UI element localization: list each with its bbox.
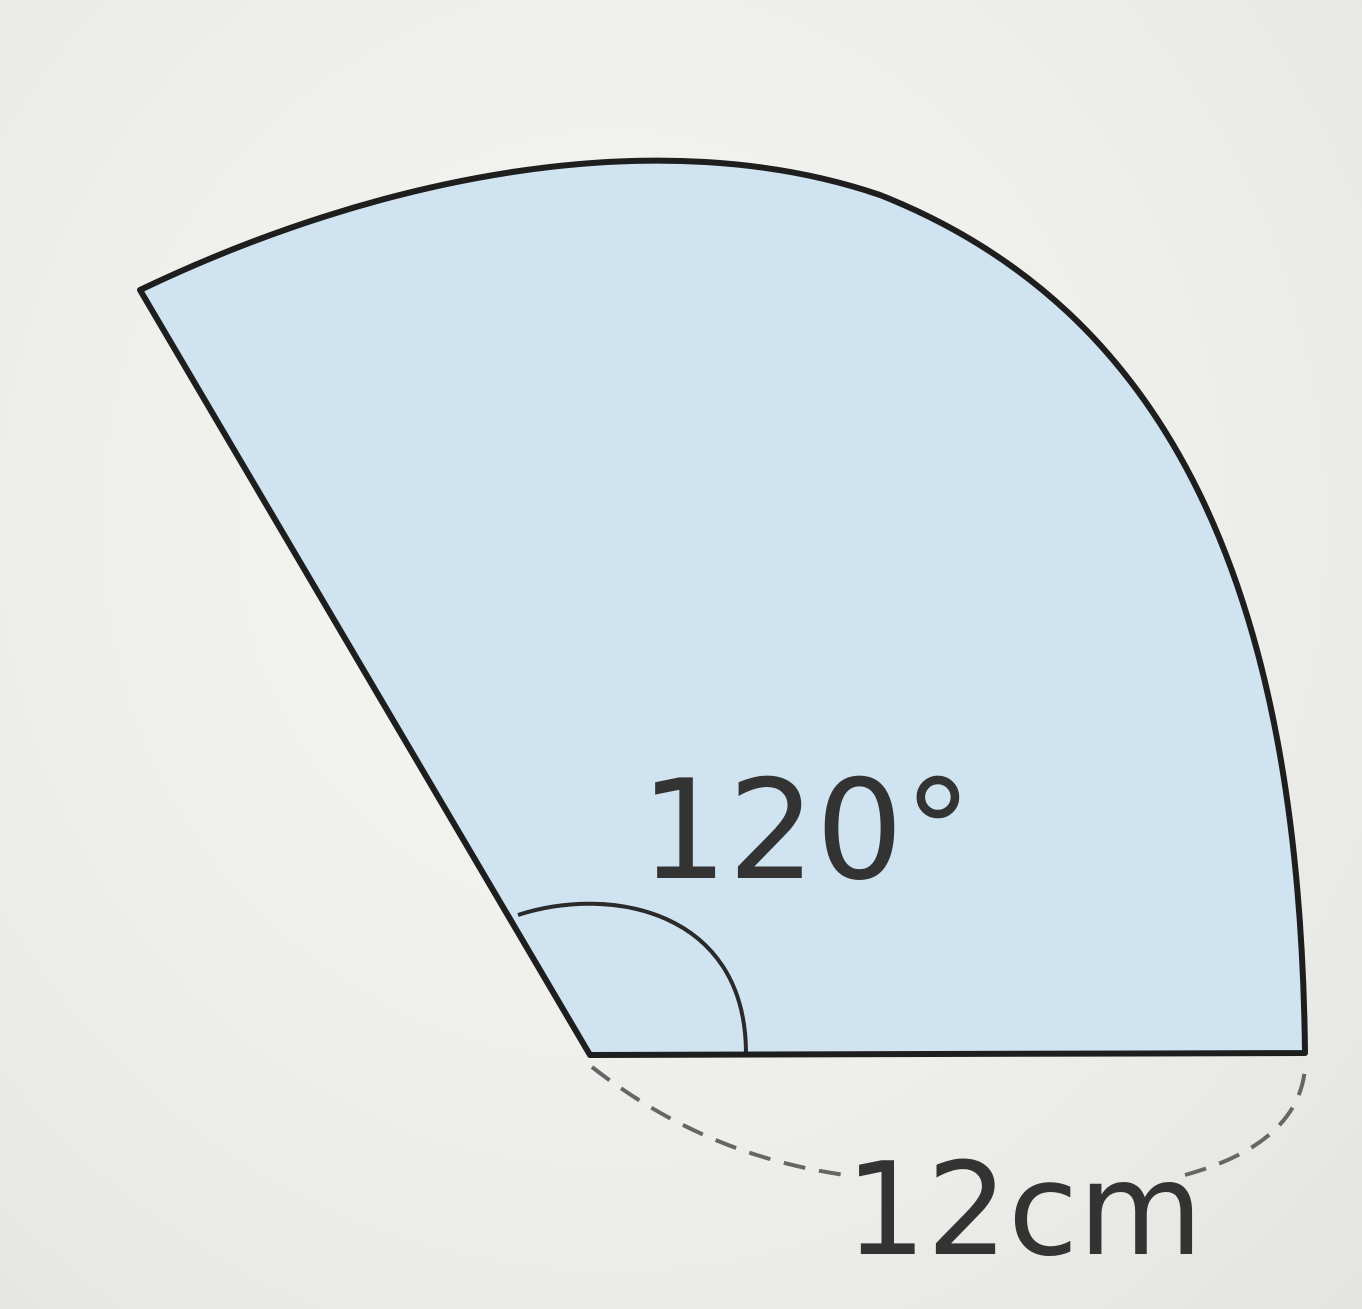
radius-label: 12cm	[845, 1136, 1203, 1285]
angle-arc	[517, 901, 748, 1053]
dimension-arc-left	[590, 1065, 846, 1177]
angle-label: 120°	[640, 750, 972, 911]
dimension-arc-right	[1184, 1067, 1307, 1177]
sector-shape	[137, 157, 1308, 1058]
